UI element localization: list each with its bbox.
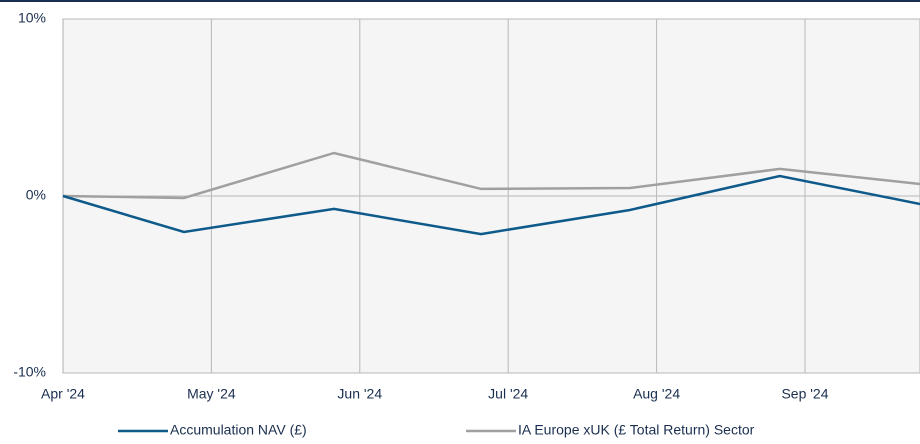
y-tick-label: -10%: [13, 364, 46, 380]
x-tick-label: Aug '24: [633, 386, 680, 402]
y-tick-label: 0%: [26, 187, 46, 203]
y-tick-label: 10%: [18, 10, 46, 26]
series-line: [62, 174, 920, 236]
top-rule: [0, 0, 920, 2]
x-tick-label: Sep '24: [781, 386, 828, 402]
legend-label: Accumulation NAV (£): [170, 422, 307, 438]
x-tick-label: May '24: [187, 386, 236, 402]
legend-label: IA Europe xUK (£ Total Return) Sector: [518, 422, 755, 438]
x-tick-label: Jul '24: [488, 386, 528, 402]
x-tick-label: Jun '24: [337, 386, 382, 402]
series-line: [62, 151, 920, 200]
x-tick-label: Apr '24: [41, 386, 85, 402]
